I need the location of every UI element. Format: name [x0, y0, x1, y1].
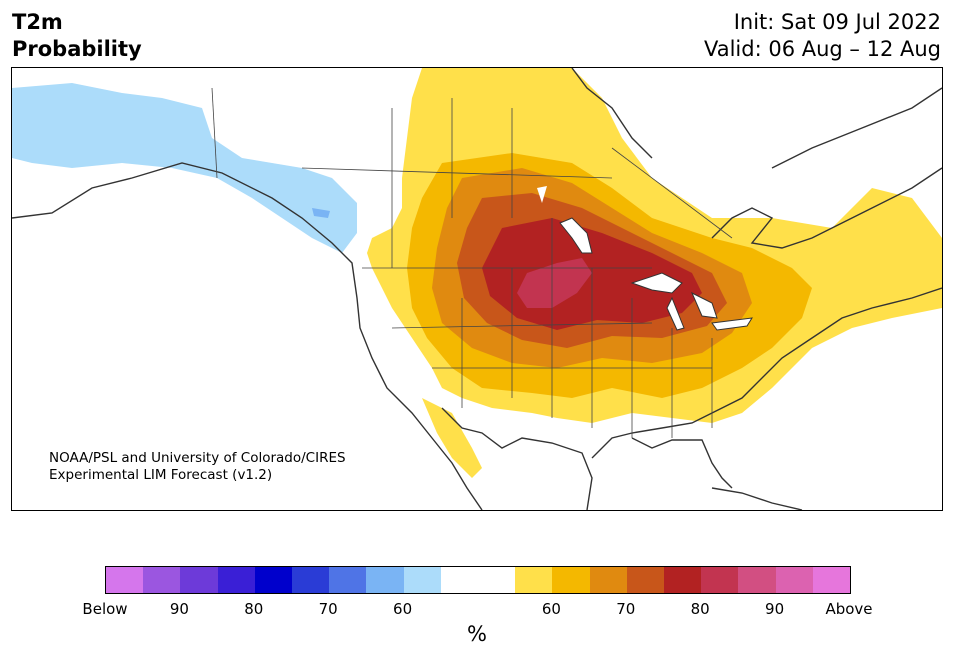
colorbar-tick-label: 90: [169, 600, 189, 618]
credit-line-1: NOAA/PSL and University of Colorado/CIRE…: [49, 450, 346, 466]
data-credit: NOAA/PSL and University of Colorado/CIRE…: [49, 450, 346, 484]
colorbar-tick-label: 70: [616, 600, 636, 618]
warm-region-60-south: [422, 398, 482, 478]
colorbar-tick-label: 90: [765, 600, 785, 618]
colorbar-swatch: [701, 567, 739, 593]
cold-region-mid: [312, 208, 330, 218]
colorbar-tick-label: 70: [318, 600, 338, 618]
warm-region-85: [517, 258, 592, 308]
colorbar-swatch: [217, 567, 255, 593]
colorbar-swatch: [478, 567, 516, 593]
colorbar-swatch: [254, 567, 293, 593]
colorbar-swatch: [143, 567, 181, 593]
title-metric: Probability: [12, 37, 142, 61]
colorbar-swatch: [589, 567, 627, 593]
colorbar-swatch: [292, 567, 330, 593]
map-panel: [11, 67, 943, 511]
small-lake: [537, 186, 547, 203]
colorbar-swatch: [812, 567, 851, 593]
colorbar-swatch: [552, 567, 590, 593]
colorbar-swatch: [329, 567, 367, 593]
colorbar-swatch: [626, 567, 665, 593]
colorbar-swatch: [515, 567, 553, 593]
colorbar-swatch: [106, 567, 144, 593]
colorbar-tick-label: 60: [541, 600, 561, 618]
valid-range: Valid: 06 Aug – 12 Aug: [703, 37, 941, 61]
colorbar-unit: %: [467, 622, 487, 646]
forecast-dates: Init: Sat 09 Jul 2022 Valid: 06 Aug – 12…: [704, 9, 941, 63]
colorbar-tick-label: 60: [393, 600, 413, 618]
colorbar-tick-label: 80: [244, 600, 264, 618]
colorbar-swatch: [180, 567, 218, 593]
colorbar-swatch: [738, 567, 776, 593]
colorbar-tick-label: Below: [82, 600, 128, 618]
init-date: Init: Sat 09 Jul 2022: [733, 10, 941, 34]
colorbar-swatch: [664, 567, 702, 593]
colorbar-tick-label: 80: [690, 600, 710, 618]
coastlines: [12, 68, 942, 510]
colorbar-swatch: [440, 567, 479, 593]
credit-line-2: Experimental LIM Forecast (v1.2): [49, 467, 273, 483]
colorbar-swatch: [775, 567, 813, 593]
probability-map: [12, 68, 942, 510]
colorbar: [105, 566, 851, 594]
great-lakes: [630, 272, 753, 331]
cold-region-light: [12, 83, 357, 253]
title-variable: T2m: [12, 10, 63, 34]
colorbar-tick-label: Above: [825, 600, 873, 618]
political-borders: [211, 87, 733, 438]
colorbar-swatch: [366, 567, 404, 593]
lake-winnipeg: [559, 217, 593, 254]
map-title: T2m Probability: [12, 9, 142, 63]
colorbar-swatch: [403, 567, 441, 593]
